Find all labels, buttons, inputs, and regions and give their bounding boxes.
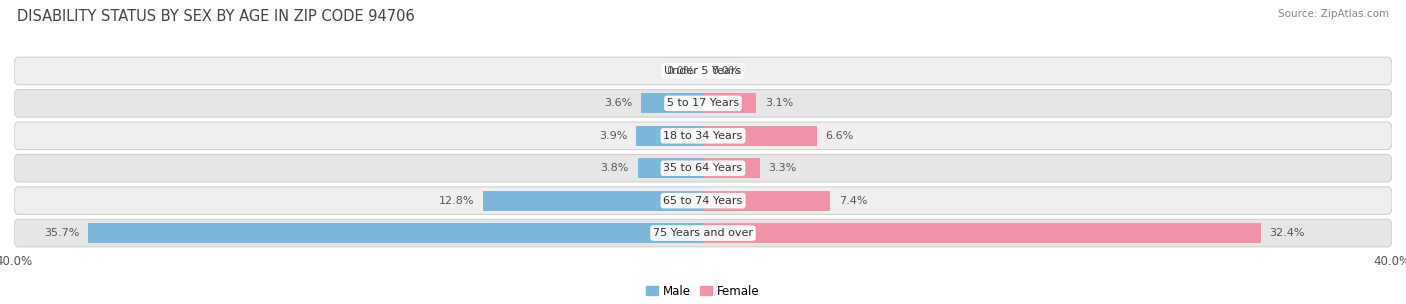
Text: 5 to 17 Years: 5 to 17 Years [666,98,740,108]
Bar [482,191,703,211]
Text: Source: ZipAtlas.com: Source: ZipAtlas.com [1278,9,1389,19]
Text: 3.1%: 3.1% [765,98,793,108]
FancyBboxPatch shape [14,154,1392,182]
Text: 35.7%: 35.7% [44,228,80,238]
Bar [703,223,1261,243]
Text: 18 to 34 Years: 18 to 34 Years [664,131,742,141]
Text: 3.3%: 3.3% [769,163,797,173]
FancyBboxPatch shape [14,90,1392,117]
Text: 35 to 64 Years: 35 to 64 Years [664,163,742,173]
FancyBboxPatch shape [14,187,1392,214]
Text: Under 5 Years: Under 5 Years [665,66,741,76]
Text: 32.4%: 32.4% [1270,228,1305,238]
Bar [703,126,817,146]
Text: 12.8%: 12.8% [439,196,474,206]
Bar [703,93,756,113]
Text: 0.0%: 0.0% [711,66,740,76]
Text: 65 to 74 Years: 65 to 74 Years [664,196,742,206]
Bar [641,93,703,113]
Text: 6.6%: 6.6% [825,131,853,141]
FancyBboxPatch shape [14,57,1392,85]
FancyBboxPatch shape [14,219,1392,247]
Bar [703,158,759,178]
FancyBboxPatch shape [14,122,1392,150]
Text: 3.6%: 3.6% [605,98,633,108]
Text: 0.0%: 0.0% [666,66,695,76]
Legend: Male, Female: Male, Female [647,285,759,298]
Text: 75 Years and over: 75 Years and over [652,228,754,238]
Bar [637,158,703,178]
Bar [89,223,703,243]
Text: 7.4%: 7.4% [839,196,868,206]
Text: 3.8%: 3.8% [600,163,628,173]
Bar [703,191,831,211]
Bar [636,126,703,146]
Text: DISABILITY STATUS BY SEX BY AGE IN ZIP CODE 94706: DISABILITY STATUS BY SEX BY AGE IN ZIP C… [17,9,415,24]
Text: 3.9%: 3.9% [599,131,627,141]
